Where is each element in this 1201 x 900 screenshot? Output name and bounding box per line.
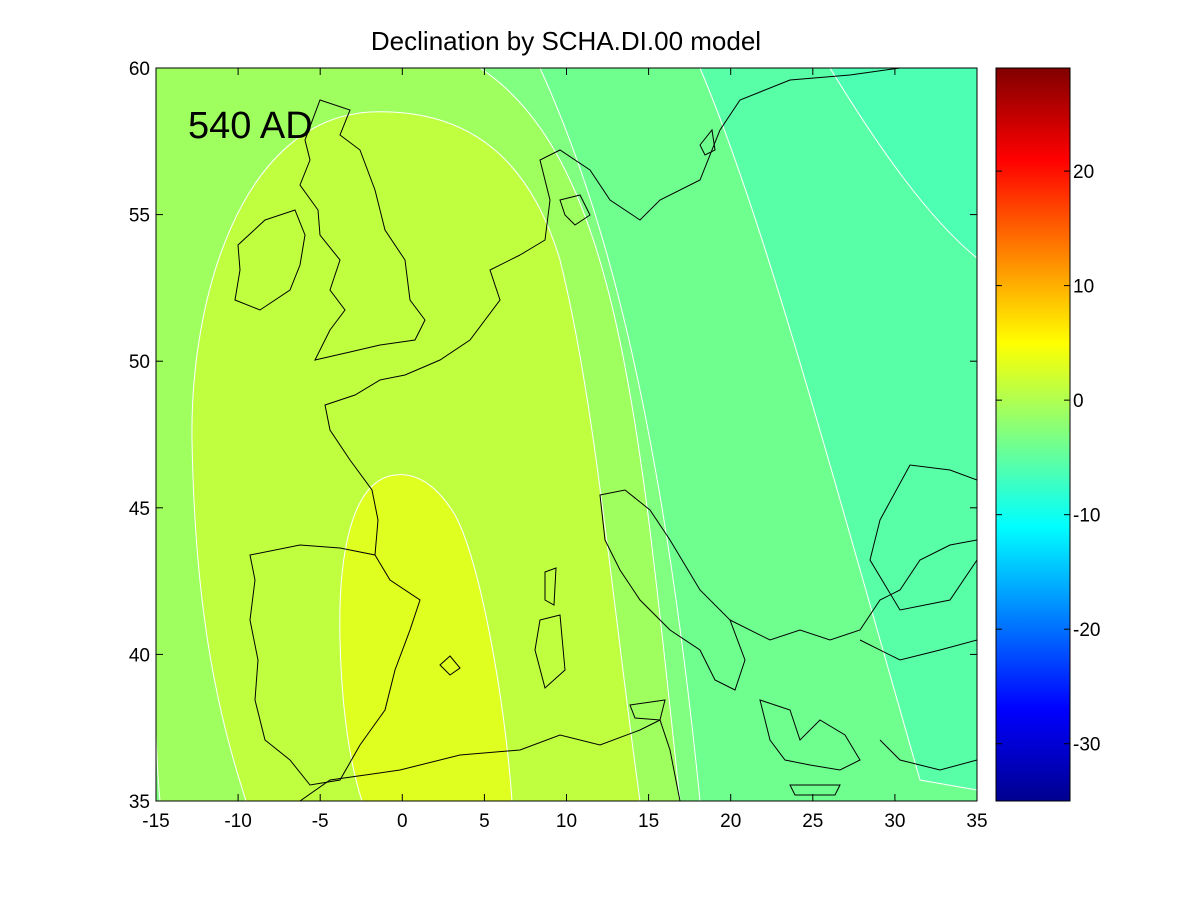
colorbar-ticks: 20 10 0 -10 -20 -30: [996, 162, 1100, 756]
y-tick-label: 40: [129, 645, 150, 666]
y-axis: 35 40 45 50 55 60: [129, 59, 977, 813]
colorbar-tick-label: -20: [1073, 620, 1100, 641]
france-coast: [324, 254, 521, 556]
scandinavia-coast: [519, 68, 901, 256]
colorbar-tick-label: -10: [1073, 506, 1100, 527]
colorbar-tick-label: 10: [1073, 277, 1094, 298]
x-tick-label: 5: [479, 811, 490, 832]
greece-outline: [759, 699, 861, 771]
x-axis: -15 -10 -5 0 5 10 15 20 25 30 35: [142, 68, 988, 832]
y-tick-label: 45: [129, 499, 150, 520]
contour-band-mid-high: [191, 111, 641, 801]
anatolia-coast: [859, 639, 977, 771]
black-sea-outline: [869, 464, 977, 611]
sardinia-outline: [534, 614, 566, 689]
year-annotation: 540 AD: [188, 105, 313, 147]
y-tick-label: 50: [129, 352, 150, 373]
colorbar-tick-label: -30: [1073, 735, 1100, 756]
denmark-outline: [559, 194, 591, 226]
corsica-outline: [544, 567, 557, 606]
north-africa-coast: [299, 719, 681, 801]
mallorca-outline: [439, 655, 461, 676]
gotland-outline: [699, 128, 716, 156]
great-britain-outline: [299, 99, 426, 361]
x-tick-label: 35: [966, 811, 987, 832]
coastlines: [234, 68, 977, 801]
plot-area: 540 AD: [156, 68, 977, 801]
x-tick-label: 15: [638, 811, 659, 832]
colorbar-fill: [995, 67, 1071, 802]
x-tick-label: -10: [224, 811, 251, 832]
y-tick-label: 60: [129, 59, 150, 80]
x-tick-label: -5: [312, 811, 329, 832]
balkan-coast: [729, 539, 977, 641]
x-tick-label: 0: [397, 811, 408, 832]
colorbar-tick-label: 20: [1073, 162, 1094, 183]
italy-outline: [599, 489, 746, 691]
contour-band-lowest-2: [829, 68, 977, 259]
crete-outline: [789, 784, 841, 796]
contour-band-highest: [339, 474, 513, 801]
colorbar-tick-label: 0: [1073, 391, 1084, 412]
x-tick-label: 10: [556, 811, 577, 832]
y-tick-label: 35: [129, 792, 150, 813]
contour-band-lowest: [699, 68, 977, 791]
colorbar: 20 10 0 -10 -20 -30: [995, 67, 1100, 802]
x-tick-label: 30: [884, 811, 905, 832]
x-tick-label: 25: [802, 811, 823, 832]
x-tick-label: 20: [720, 811, 741, 832]
chart-title: Declination by SCHA.DI.00 model: [371, 26, 761, 56]
y-tick-label: 55: [129, 206, 150, 227]
x-tick-label: -15: [142, 811, 169, 832]
ireland-outline: [234, 209, 306, 311]
